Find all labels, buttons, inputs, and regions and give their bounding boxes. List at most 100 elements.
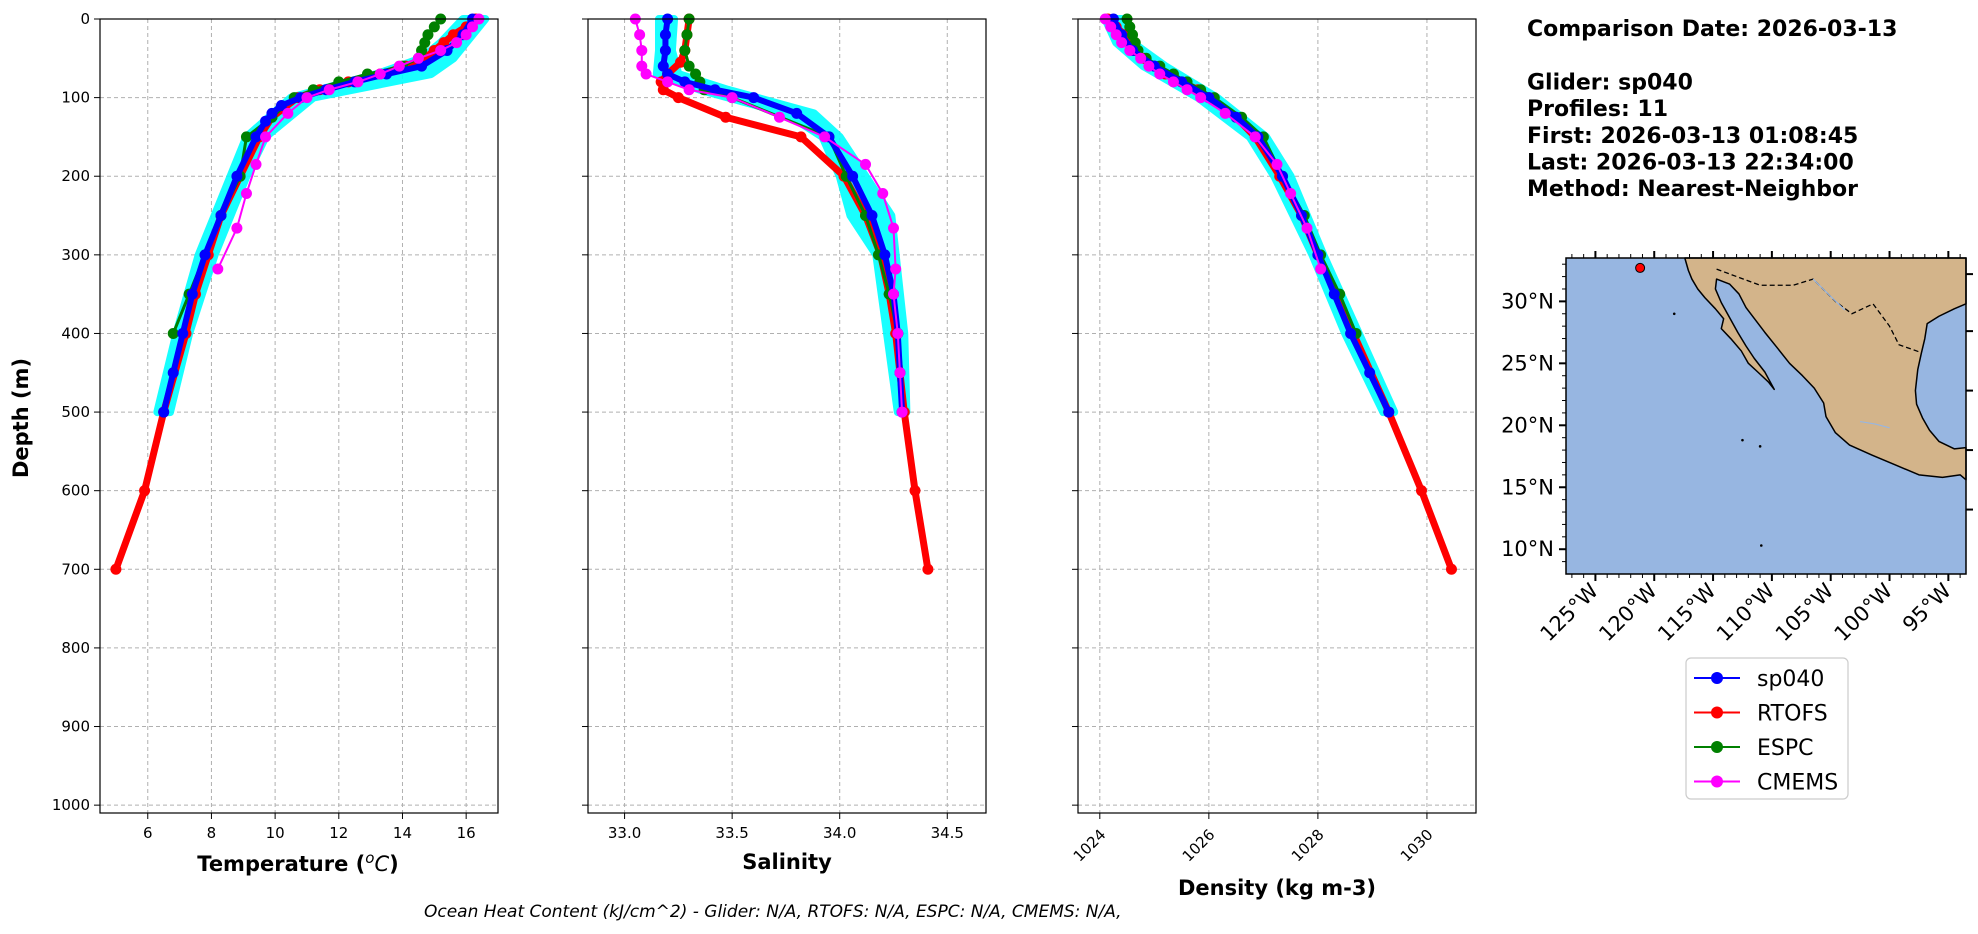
data-point-sp040 [1383,406,1395,418]
map-lat-label: 15°N [1501,475,1554,499]
glider-range-band [153,15,490,417]
legend-marker-sp040 [1711,672,1723,684]
data-point-espc [240,131,252,143]
data-point-sp040 [158,406,170,418]
xtick-label: 6 [143,824,153,842]
info-line: Comparison Date: 2026-03-13 [1527,17,1897,42]
data-point-sp040 [1328,288,1340,300]
map-lon-label: 110°W [1712,578,1780,646]
data-point-sp040 [879,249,891,261]
data-point-sp040 [662,68,674,80]
legend-label-sp040: sp040 [1757,667,1824,692]
data-point-rtofs [922,563,934,575]
xtick-label: 10 [266,824,285,842]
data-point-sp040 [709,84,721,96]
data-point-rtofs [1415,485,1427,497]
data-point-cmems [1271,158,1283,170]
glider-location-marker [1635,262,1646,273]
data-point-rtofs [672,92,684,104]
data-point-sp040 [1345,327,1357,339]
ytick-label: 1000 [52,796,90,814]
axes-frame [587,18,987,814]
data-point-cmems [662,76,674,88]
data-point-sp040 [275,99,287,111]
data-point-rtofs [139,485,151,497]
map-land [1684,257,1967,481]
ytick-label: 300 [61,246,90,264]
data-point-cmems [1219,107,1231,119]
info-line: Method: Nearest-Neighbor [1527,177,1858,202]
data-point-cmems [890,263,902,275]
data-point-cmems [887,222,899,234]
data-point-sp040 [266,107,278,119]
xtick-label: 8 [207,824,217,842]
salinity-panel: 33.0 33.5 34.0 34.5 [582,13,987,842]
glider-range-band [1101,15,1399,417]
map-island [1758,445,1762,448]
ytick-label: 0 [80,10,90,28]
map-island [1741,438,1744,442]
data-point-rtofs [795,131,807,143]
data-point-espc [679,44,691,56]
data-point-cmems [860,158,872,170]
data-point-sp040 [847,170,859,182]
data-point-sp040 [167,367,179,379]
data-point-sp040 [215,210,227,222]
data-point-cmems [212,263,224,275]
data-point-sp040 [260,115,272,127]
map-lon-label: 100°W [1830,578,1898,646]
data-point-cmems [636,44,648,56]
data-point-sp040 [186,288,198,300]
axes-frame [1077,18,1477,814]
data-point-cmems [1249,131,1261,143]
data-point-cmems [260,131,272,143]
legend-marker-espc [1711,741,1723,753]
comparison-info: Comparison Date: 2026-03-13 Glider: sp040… [1527,17,1897,202]
ytick-label: 900 [61,718,90,736]
data-point-cmems [451,37,463,49]
series-line-sp040 [1110,16,1392,416]
map-lat-label: 20°N [1501,413,1554,437]
axes-frame [99,18,499,814]
legend: sp040 RTOFS ESPC CMEMS [1685,657,1849,800]
data-point-sp040 [659,44,671,56]
legend-marker-cmems [1711,775,1723,788]
data-point-sp040 [231,170,243,182]
xtick-label: 33.0 [608,824,641,842]
data-point-cmems [892,327,904,339]
map-lat-label: 25°N [1501,351,1554,375]
ytick-label: 200 [61,167,90,185]
xtick-label: 34.5 [931,824,964,842]
xtick-label: 1026 [1179,826,1219,866]
data-point-rtofs [909,485,921,497]
data-point-cmems [352,76,364,88]
data-point-cmems [1124,44,1136,56]
density-xlabel: Density (kg m-3) [1178,876,1376,900]
data-point-cmems [634,29,646,41]
data-point-cmems [726,92,738,104]
map-island [1672,312,1676,316]
data-point-cmems [1143,60,1155,72]
xtick-label: 34.0 [823,824,856,842]
temperature-panel: 0 100 200 300 400 500 600 700 800 900 1000 6 8 10 12 14… [52,10,499,842]
data-point-cmems [1154,68,1166,80]
data-point-sp040 [659,29,671,41]
map-lon-label: 115°W [1653,578,1721,646]
data-point-cmems [250,158,262,170]
data-point-sp040 [866,210,878,222]
legend-label-rtofs: RTOFS [1757,702,1828,727]
xtick-label: 1030 [1397,826,1437,866]
salinity-xlabel: Salinity [742,850,832,874]
data-point-espc [683,60,695,72]
data-point-rtofs [675,56,687,68]
data-point-sp040 [199,249,211,261]
data-point-cmems [1110,29,1122,41]
data-point-cmems [1301,222,1313,234]
map-lon-label: 95°W [1898,578,1956,636]
map-frame [1565,257,1967,575]
ytick-label: 500 [61,403,90,421]
info-line: Last: 2026-03-13 22:34:00 [1527,151,1854,176]
data-point-cmems [896,406,908,418]
data-point-cmems [393,60,405,72]
